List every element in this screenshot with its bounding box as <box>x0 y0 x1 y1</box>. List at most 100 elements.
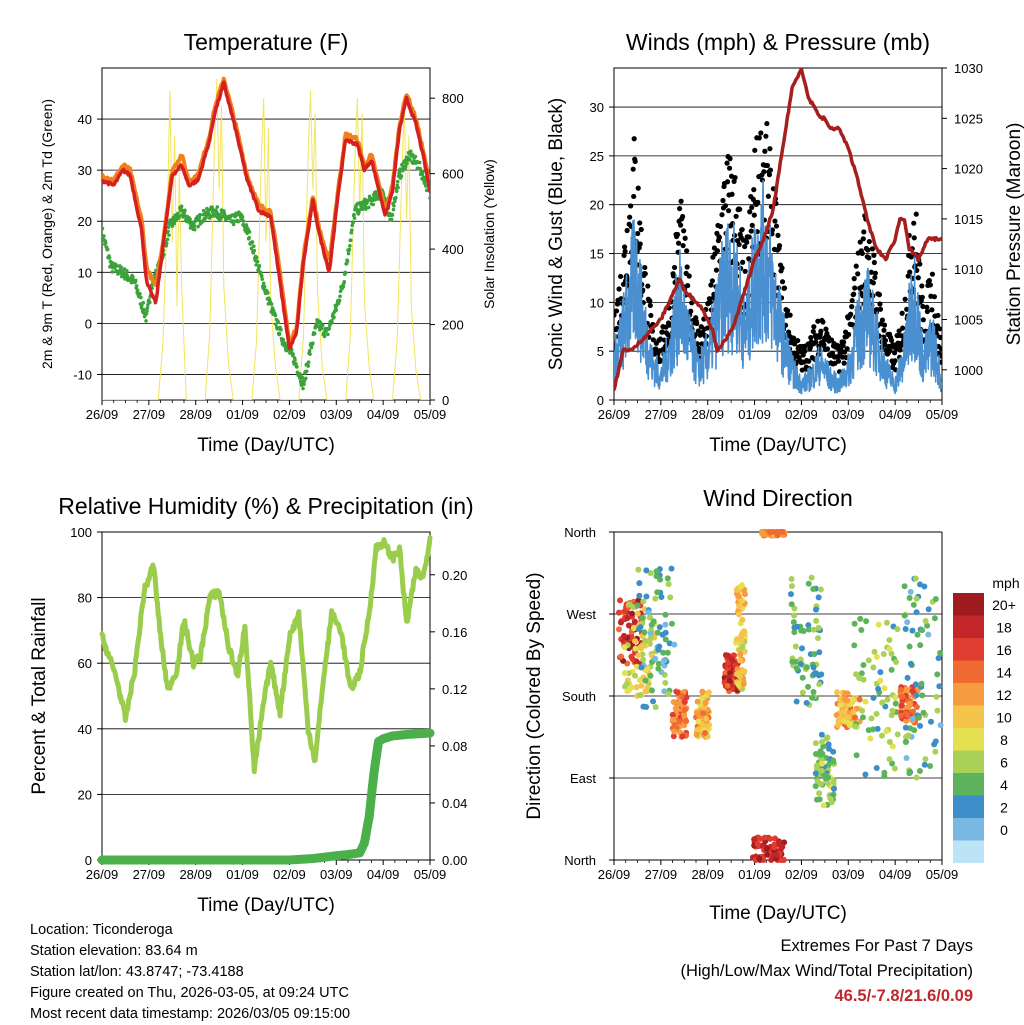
direction-point <box>906 595 913 602</box>
gust-point <box>737 206 743 212</box>
gust-point <box>614 312 617 318</box>
direction-point <box>851 714 858 721</box>
direction-point <box>867 735 874 742</box>
direction-point <box>635 566 642 573</box>
direction-point <box>919 627 926 634</box>
direction-point <box>851 642 858 649</box>
gust-point <box>913 211 919 217</box>
direction-point <box>668 620 675 627</box>
td-point <box>247 235 251 240</box>
direction-point <box>633 684 640 691</box>
gust-point <box>628 203 634 209</box>
direction-point <box>630 625 637 632</box>
gust-point <box>729 191 735 197</box>
direction-point <box>655 660 662 667</box>
direction-point <box>862 771 869 778</box>
colorbar-segment-4 <box>953 683 984 706</box>
td-point <box>260 277 265 281</box>
gust-point <box>808 335 814 341</box>
direction-point <box>664 575 671 582</box>
direction-point <box>740 681 747 688</box>
td-point <box>165 237 170 242</box>
td-point <box>347 247 352 252</box>
direction-point <box>636 592 643 599</box>
direction-point <box>816 649 823 656</box>
td-point <box>293 358 297 362</box>
gust-point <box>859 250 865 257</box>
direction-point <box>649 687 656 694</box>
gust-point <box>680 213 686 220</box>
direction-point <box>799 674 806 681</box>
gust-point <box>645 283 651 289</box>
direction-point <box>664 649 671 656</box>
direction-point <box>882 703 889 710</box>
direction-point <box>647 570 654 577</box>
gust-point <box>681 228 687 234</box>
y2-tick-label-2-2: 0.08 <box>442 739 467 754</box>
td-point <box>395 179 400 184</box>
gust-point <box>881 322 888 328</box>
td-point <box>393 195 398 200</box>
gust-point <box>724 179 731 185</box>
direction-point <box>837 715 844 722</box>
y2-tick-label-0-3: 600 <box>442 167 464 182</box>
td-point <box>247 230 252 234</box>
direction-point <box>632 638 639 645</box>
direction-point <box>841 696 848 703</box>
td-point <box>306 364 310 368</box>
direction-point <box>813 606 820 613</box>
direction-point <box>739 643 746 650</box>
chart-title-1: Winds (mph) & Pressure (mb) <box>626 29 930 55</box>
direction-point <box>726 678 733 685</box>
gust-point <box>744 239 750 245</box>
direction-point <box>877 669 884 676</box>
td-point <box>302 379 307 383</box>
td-point <box>164 241 169 246</box>
x-tick-label-2-5: 03/09 <box>320 867 353 882</box>
x-tick-label-3-6: 04/09 <box>879 867 912 882</box>
gust-point <box>892 358 898 364</box>
info-created: Figure created on Thu, 2026-03-05, at 09… <box>30 985 349 1001</box>
direction-point <box>859 707 866 714</box>
direction-point <box>800 628 807 635</box>
td-point <box>326 332 330 337</box>
direction-point <box>678 692 685 699</box>
direction-point <box>654 589 661 596</box>
gust-point <box>713 267 720 273</box>
direction-point <box>682 706 689 713</box>
td-point <box>177 214 182 218</box>
direction-point <box>859 714 866 721</box>
y-tick-label-3-2: South <box>562 689 596 704</box>
direction-point <box>860 676 867 683</box>
td-point <box>110 270 115 274</box>
gust-point <box>869 246 875 252</box>
gust-point <box>905 273 911 279</box>
direction-point <box>791 612 798 619</box>
direction-point <box>742 591 749 598</box>
td-point <box>307 349 312 353</box>
direction-point <box>877 677 884 684</box>
direction-point <box>894 731 901 738</box>
direction-point <box>797 661 804 668</box>
plot-frame-0 <box>101 67 431 401</box>
y2-tick-label-0-2: 400 <box>442 242 464 257</box>
direction-point <box>779 529 786 535</box>
td-point <box>145 309 149 313</box>
gust-point <box>694 320 700 327</box>
direction-point <box>759 529 766 535</box>
x-tick-label-2-3: 01/09 <box>226 867 259 882</box>
gust-point <box>739 226 745 233</box>
station-info: Location: Ticonderoga Station elevation:… <box>30 920 350 1025</box>
td-point <box>334 308 339 312</box>
colorbar-label-2: 16 <box>996 642 1012 658</box>
gust-point <box>896 328 902 334</box>
x-tick-label-1-1: 27/09 <box>645 407 678 422</box>
direction-point <box>736 657 743 664</box>
gust-point <box>900 325 906 331</box>
direction-point <box>635 597 642 604</box>
gust-point <box>766 172 773 178</box>
direction-point <box>699 688 706 695</box>
direction-point <box>886 636 893 643</box>
td-point <box>408 157 412 162</box>
direction-point <box>886 645 893 652</box>
